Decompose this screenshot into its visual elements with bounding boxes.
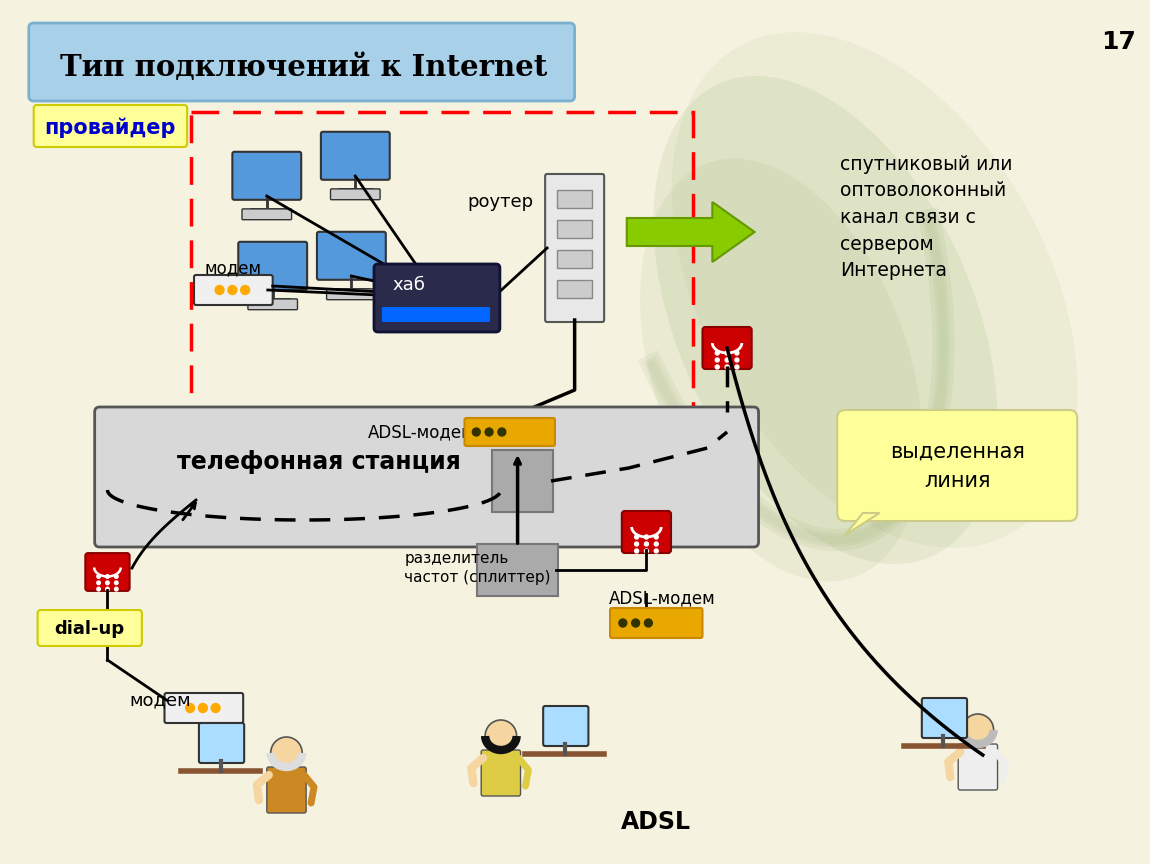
Circle shape xyxy=(212,703,220,713)
Circle shape xyxy=(735,351,739,355)
Circle shape xyxy=(635,542,638,546)
FancyBboxPatch shape xyxy=(557,250,592,268)
Circle shape xyxy=(644,549,649,553)
Circle shape xyxy=(185,703,194,713)
Text: модем: модем xyxy=(205,259,262,277)
FancyBboxPatch shape xyxy=(85,553,130,591)
FancyBboxPatch shape xyxy=(610,608,703,638)
Circle shape xyxy=(726,358,729,362)
Circle shape xyxy=(715,351,719,355)
Circle shape xyxy=(644,542,649,546)
FancyBboxPatch shape xyxy=(33,105,187,147)
FancyBboxPatch shape xyxy=(557,280,592,298)
FancyBboxPatch shape xyxy=(242,209,292,219)
FancyBboxPatch shape xyxy=(232,152,301,200)
Circle shape xyxy=(619,619,627,627)
Circle shape xyxy=(97,588,100,591)
FancyBboxPatch shape xyxy=(267,767,306,813)
FancyBboxPatch shape xyxy=(248,299,298,309)
FancyBboxPatch shape xyxy=(164,693,243,723)
FancyBboxPatch shape xyxy=(94,407,759,547)
Circle shape xyxy=(635,535,638,539)
Circle shape xyxy=(726,351,729,355)
FancyBboxPatch shape xyxy=(557,190,592,208)
Ellipse shape xyxy=(641,158,922,581)
Circle shape xyxy=(631,619,639,627)
FancyBboxPatch shape xyxy=(238,242,307,289)
Text: провайдер: провайдер xyxy=(45,118,176,138)
FancyBboxPatch shape xyxy=(958,744,997,790)
Circle shape xyxy=(735,358,739,362)
Circle shape xyxy=(106,588,109,591)
Circle shape xyxy=(654,542,658,546)
Text: Тип подключений к Internet: Тип подключений к Internet xyxy=(61,53,547,81)
Text: ADSL: ADSL xyxy=(621,810,691,834)
FancyBboxPatch shape xyxy=(330,189,381,200)
Circle shape xyxy=(963,714,994,746)
FancyBboxPatch shape xyxy=(29,23,575,101)
Text: роутер: роутер xyxy=(468,193,534,211)
Circle shape xyxy=(498,428,506,436)
Circle shape xyxy=(106,581,109,585)
Circle shape xyxy=(270,737,302,769)
Circle shape xyxy=(97,581,100,585)
FancyBboxPatch shape xyxy=(465,418,555,446)
Circle shape xyxy=(115,575,118,578)
FancyBboxPatch shape xyxy=(481,750,521,796)
Text: модем: модем xyxy=(129,691,191,709)
FancyBboxPatch shape xyxy=(199,723,244,763)
FancyBboxPatch shape xyxy=(327,289,376,300)
Ellipse shape xyxy=(653,76,997,564)
FancyBboxPatch shape xyxy=(477,544,558,596)
Text: хаб: хаб xyxy=(392,276,426,294)
Circle shape xyxy=(654,535,658,539)
Ellipse shape xyxy=(672,32,1078,548)
Circle shape xyxy=(473,428,481,436)
FancyBboxPatch shape xyxy=(317,232,385,280)
Text: телефонная станция: телефонная станция xyxy=(177,450,461,474)
Circle shape xyxy=(715,358,719,362)
FancyBboxPatch shape xyxy=(837,410,1078,521)
Circle shape xyxy=(644,535,649,539)
Circle shape xyxy=(228,285,237,295)
Circle shape xyxy=(115,588,118,591)
FancyBboxPatch shape xyxy=(703,327,752,369)
Circle shape xyxy=(635,549,638,553)
Circle shape xyxy=(199,703,207,713)
Text: 17: 17 xyxy=(1101,30,1136,54)
FancyBboxPatch shape xyxy=(622,511,670,553)
Circle shape xyxy=(106,575,109,578)
Text: ADSL-модем: ADSL-модем xyxy=(368,423,475,441)
FancyBboxPatch shape xyxy=(492,450,553,512)
FancyBboxPatch shape xyxy=(543,706,589,746)
Text: спутниковый или
оптоволоконный
канал связи с
сервером
Интернета: спутниковый или оптоволоконный канал свя… xyxy=(841,155,1013,280)
Circle shape xyxy=(240,285,250,295)
Circle shape xyxy=(97,575,100,578)
Text: dial-up: dial-up xyxy=(55,620,125,638)
Circle shape xyxy=(485,720,516,752)
Text: выделенная
линия: выделенная линия xyxy=(890,442,1025,491)
FancyBboxPatch shape xyxy=(194,275,273,305)
Circle shape xyxy=(715,365,719,369)
Circle shape xyxy=(115,581,118,585)
FancyBboxPatch shape xyxy=(382,307,490,322)
Polygon shape xyxy=(627,202,754,262)
Circle shape xyxy=(654,549,658,553)
Circle shape xyxy=(735,365,739,369)
Circle shape xyxy=(215,285,224,295)
FancyBboxPatch shape xyxy=(922,698,967,738)
Circle shape xyxy=(726,365,729,369)
Polygon shape xyxy=(845,513,880,535)
FancyBboxPatch shape xyxy=(374,264,500,332)
FancyBboxPatch shape xyxy=(38,610,141,646)
Text: разделитель
частот (сплиттер): разделитель частот (сплиттер) xyxy=(405,550,551,586)
FancyBboxPatch shape xyxy=(321,132,390,180)
Circle shape xyxy=(485,428,493,436)
FancyBboxPatch shape xyxy=(557,220,592,238)
Text: ADSL-модем: ADSL-модем xyxy=(610,589,715,607)
Circle shape xyxy=(644,619,652,627)
FancyBboxPatch shape xyxy=(545,174,604,322)
